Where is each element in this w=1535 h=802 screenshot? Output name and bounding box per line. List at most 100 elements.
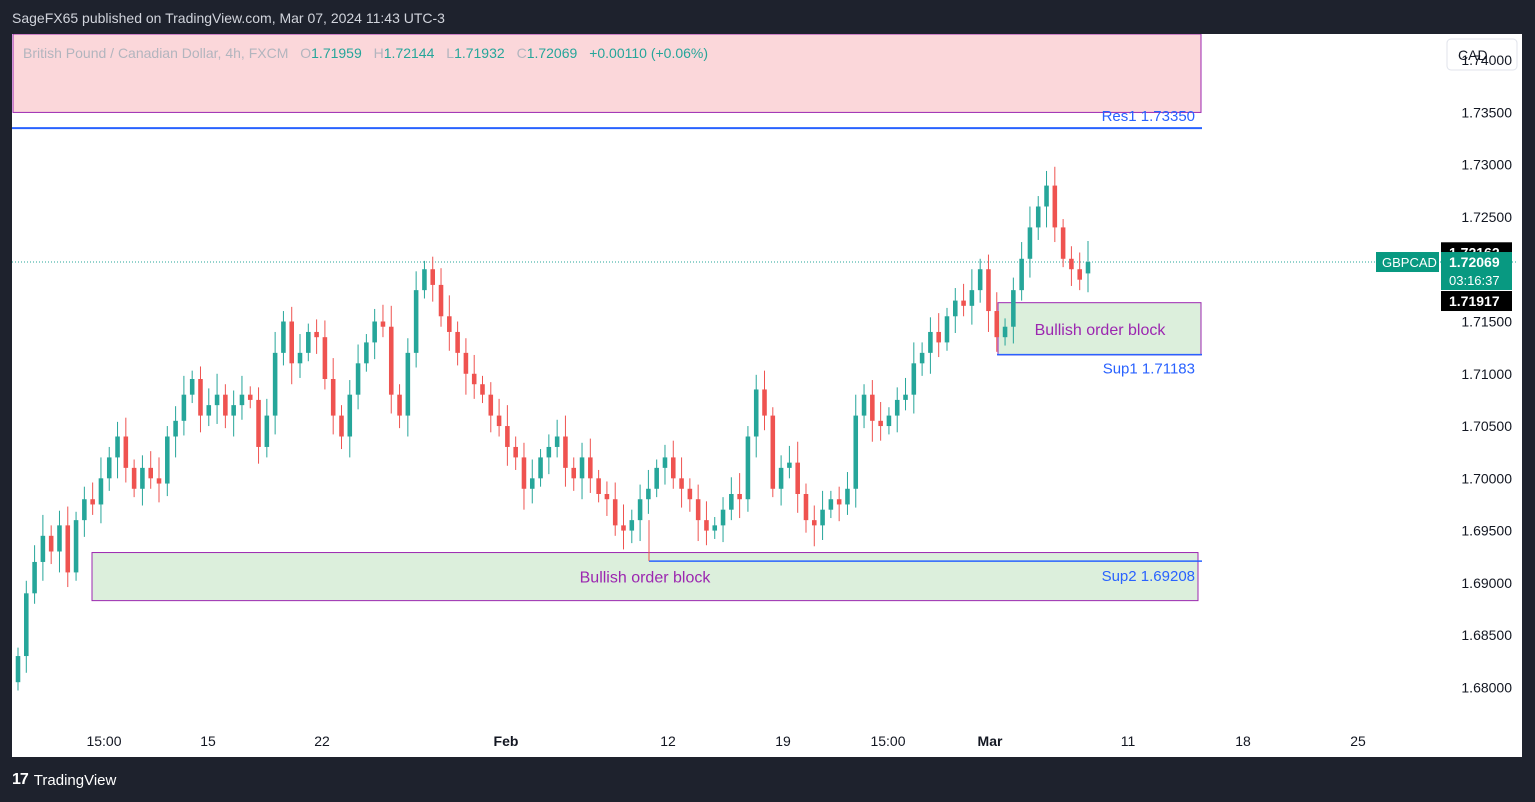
candle-body: [745, 436, 751, 500]
candle-body: [73, 520, 79, 573]
candle-body: [372, 321, 377, 343]
candle-body: [1052, 185, 1058, 228]
candle-body: [795, 462, 800, 494]
candle-body: [123, 436, 129, 468]
candle-body: [919, 352, 925, 364]
time-axis[interactable]: 15:00 15 22 Feb 12 19 15:00 Mar 11 18 25: [86, 733, 1366, 749]
candle-body: [886, 415, 892, 427]
tradingview-wordmark: TradingView: [33, 771, 117, 789]
candle-body: [198, 379, 203, 416]
currency-button[interactable]: CAD: [1446, 38, 1518, 71]
candle-body: [1044, 185, 1049, 207]
symbol-tag-text: GBPCAD: [1382, 255, 1437, 270]
price-axis-tick: 1.73000: [1461, 157, 1512, 173]
candle-body: [629, 520, 635, 531]
price-chart[interactable]: Res1 1.73350 Sup1 1.71183 Sup2 1.69208 B…: [12, 33, 1522, 757]
candle-body: [106, 457, 112, 479]
candle-body: [729, 494, 734, 510]
low-price-tag-text: 1.71917: [1449, 293, 1500, 309]
countdown-tag-text: 03:16:37: [1449, 273, 1500, 288]
sup1-level-label: Sup1 1.71183: [1103, 361, 1195, 378]
legend-instrument: British Pound / Canadian Dollar, 4h, FXC…: [23, 45, 288, 61]
candle-body: [455, 331, 460, 353]
time-axis-tick: 15: [200, 733, 216, 749]
price-axis-tick: 1.71500: [1461, 314, 1512, 330]
candle-body: [811, 520, 817, 526]
candle-body: [339, 415, 344, 437]
candle-body: [115, 436, 120, 458]
candle-body: [90, 499, 95, 505]
res1-level-label: Res1 1.73350: [1102, 108, 1195, 125]
candle-body: [1069, 258, 1074, 270]
candle-body: [1085, 261, 1091, 274]
candle-body: [57, 525, 62, 552]
resistance-zone[interactable]: [12, 33, 1202, 113]
time-axis-tick: Feb: [494, 733, 519, 749]
candle-body: [1002, 326, 1008, 338]
candle-body: [828, 499, 834, 510]
candle-body: [223, 394, 228, 416]
candle-body: [670, 457, 676, 479]
time-axis-tick: 15:00: [870, 733, 905, 749]
candle-body: [928, 331, 933, 353]
chart-panel[interactable]: Res1 1.73350 Sup1 1.71183 Sup2 1.69208 B…: [12, 33, 1522, 757]
candle-body: [48, 535, 54, 552]
candle-body: [712, 525, 718, 531]
candle-body: [281, 321, 286, 353]
publisher-caption: SageFX65 published on TradingView.com, M…: [12, 10, 445, 26]
candle-body: [513, 446, 518, 458]
legend-low-value: 1.71932: [454, 45, 505, 61]
candle-body: [388, 326, 394, 395]
time-axis-tick: Mar: [978, 733, 1003, 749]
candle-body: [447, 316, 452, 332]
tradingview-logo-icon: 17: [12, 771, 29, 788]
candle-body: [231, 405, 236, 416]
candle-body: [579, 457, 585, 479]
order-block-upper-label: Bullish order block: [1035, 322, 1167, 339]
candle-body: [488, 394, 494, 416]
tradingview-logo[interactable]: 17 TradingView: [12, 771, 116, 789]
candle-body: [820, 509, 825, 526]
legend-open-value: 1.71959: [311, 45, 362, 61]
time-axis-tick: 25: [1350, 733, 1366, 749]
time-axis-tick: 19: [775, 733, 791, 749]
candle-body: [637, 499, 643, 521]
candle-body: [953, 300, 958, 317]
currency-button-label[interactable]: CAD: [1458, 47, 1488, 63]
price-axis-tick: 1.68000: [1461, 679, 1512, 695]
candle-body: [662, 457, 668, 468]
price-axis-tick: 1.72500: [1461, 209, 1512, 225]
price-axis-tick: 1.69500: [1461, 523, 1512, 539]
candle-body: [256, 399, 261, 447]
candle-body: [496, 415, 502, 427]
candle-body: [787, 462, 792, 468]
candle-body: [1060, 227, 1066, 259]
candle-body: [986, 269, 991, 312]
candle-body: [538, 457, 543, 479]
candle-body: [563, 436, 568, 468]
candle-body: [588, 457, 593, 479]
price-axis-tick: 1.74000: [1461, 52, 1512, 68]
candle-body: [571, 467, 577, 479]
candle-body: [521, 457, 527, 489]
candle-body: [845, 488, 850, 505]
order-block-upper[interactable]: [997, 302, 1202, 356]
candle-body: [903, 394, 908, 400]
order-block-lower-label: Bullish order block: [580, 570, 712, 587]
candle-body: [239, 394, 245, 406]
price-axis-tick: 1.68500: [1461, 627, 1512, 643]
candle-body: [98, 478, 104, 505]
candle-body: [330, 379, 336, 416]
price-axis[interactable]: 1.740001.735001.730001.725001.720001.715…: [1461, 52, 1512, 695]
candle-body: [737, 494, 742, 500]
candle-body: [131, 467, 137, 489]
candle-body: [297, 352, 303, 364]
candle-body: [214, 394, 220, 406]
candle-body: [397, 394, 402, 416]
candle-body: [32, 561, 37, 594]
candle-body: [380, 321, 386, 327]
candle-body: [679, 478, 684, 489]
candle-body: [1019, 258, 1024, 291]
price-axis-tick: 1.73500: [1461, 104, 1512, 120]
candle-body: [272, 352, 278, 416]
